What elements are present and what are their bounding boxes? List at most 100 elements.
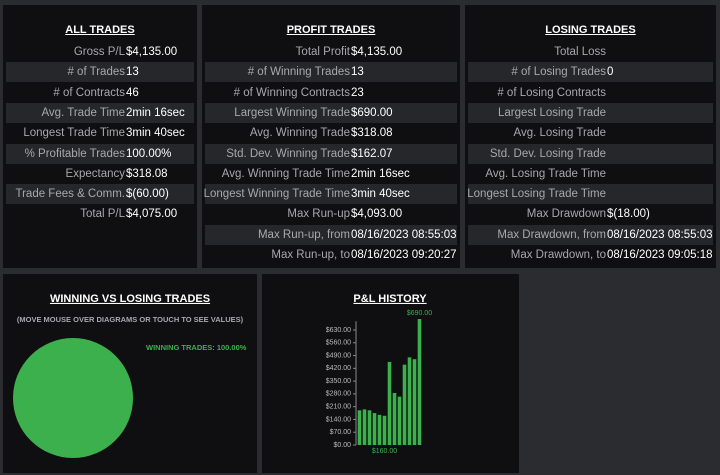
stat-row: Longest Winning Trade Time 3min 40sec [203, 184, 457, 205]
stat-row: Max Run-up, from 08/16/2023 08:55:03 [205, 224, 457, 245]
stat-row: Avg. Trade Time 2min 16sec [6, 102, 194, 123]
stat-label: # of Contracts [53, 86, 125, 99]
bar [397, 396, 402, 445]
stat-label: Max Run-up, to [271, 249, 350, 261]
stat-value: $318.08 [126, 167, 168, 180]
panel-title: LOSING TRADES [545, 24, 636, 36]
stat-label: Largest Winning Trade [234, 106, 350, 119]
stat-row: Avg. Losing Trade [468, 123, 713, 143]
stat-row: Total P/L $4,075.00 [6, 204, 194, 224]
stat-label: Longest Losing Trade Time [467, 188, 606, 201]
stat-value: 3min 40sec [351, 188, 410, 201]
panel-title: ALL TRADES [65, 24, 135, 36]
stat-label: Avg. Losing Trade Time [485, 167, 606, 180]
stat-label: # of Losing Trades [511, 66, 606, 79]
stat-row: Gross P/L $4,135.00 [6, 42, 194, 62]
stat-row: # of Winning Contracts 23 [205, 83, 457, 103]
stat-value: 0 [607, 66, 614, 79]
y-tick-label: $0.00 [333, 442, 351, 449]
stat-row: Max Run-up, to 08/16/2023 09:20:27 [205, 245, 457, 265]
bar-chart: P&L HISTORY $0.00 $70.00 $140.00 $210.00 $28… [326, 293, 433, 455]
stat-label: Max Run-up [287, 208, 350, 221]
stat-label: Max Drawdown, to [510, 249, 606, 261]
stat-label: Avg. Losing Trade [513, 127, 607, 140]
stat-label: % Profitable Trades [24, 147, 125, 160]
stat-row: # of Losing Trades 0 [468, 62, 713, 83]
stat-row: Std. Dev. Losing Trade [468, 143, 713, 164]
stat-label: Max Drawdown [526, 208, 606, 221]
stat-value: 08/16/2023 09:05:18 [607, 249, 713, 261]
y-tick-label: $280.00 [326, 391, 351, 398]
bar [367, 410, 372, 445]
panel: LOSING TRADES Total Loss # of Losing Trade… [465, 5, 716, 268]
stat-value: 13 [351, 66, 364, 79]
stat-label: Avg. Winning Trade Time [221, 167, 350, 180]
chart-subtitle: (MOVE MOUSE OVER DIAGRAMS OR TOUCH TO SE… [17, 315, 244, 324]
stat-row: Avg. Winning Trade Time 2min 16sec [205, 164, 457, 184]
stat-label: Std. Dev. Losing Trade [489, 147, 606, 160]
bar [417, 319, 422, 445]
stat-row: Expectancy $318.08 [6, 164, 194, 184]
stat-value: $162.07 [351, 147, 393, 160]
pie-label: WINNING TRADES: 100.00% [146, 343, 247, 352]
stat-row: Max Drawdown $(18.00) [468, 204, 713, 224]
stat-row: Largest Losing Trade [468, 102, 713, 123]
stat-value: $4,135.00 [126, 46, 178, 58]
stat-value: 08/16/2023 08:55:03 [607, 228, 713, 241]
bar-value-label: $690.00 [407, 310, 432, 317]
pie-slice [13, 338, 133, 458]
bar [412, 359, 417, 445]
bar [382, 415, 387, 445]
stat-value: 3min 40sec [126, 127, 185, 140]
stat-value: 23 [351, 86, 364, 99]
stat-value: $4,075.00 [126, 208, 178, 221]
y-tick-label: $490.00 [326, 352, 351, 359]
stat-label: Expectancy [65, 167, 125, 180]
stat-label: Avg. Trade Time [41, 106, 125, 119]
panel-title: PROFIT TRADES [286, 24, 376, 36]
bar [402, 364, 407, 445]
panel: P&L HISTORY $0.00 $70.00 $140.00 $210.00 $28… [262, 274, 519, 473]
chart-title: P&L HISTORY [353, 293, 427, 305]
stat-value: $4,135.00 [351, 46, 403, 58]
y-tick-label: $70.00 [330, 429, 352, 436]
stat-label: Avg. Winning Trade [249, 127, 350, 140]
stat-row: Std. Dev. Winning Trade $162.07 [205, 143, 457, 164]
bar [372, 413, 377, 445]
stat-row: # of Trades 13 [6, 62, 194, 83]
bar [362, 409, 367, 445]
stat-row: # of Losing Contracts [468, 83, 713, 103]
y-tick-label: $350.00 [326, 378, 351, 385]
bar [377, 414, 382, 445]
stat-value: 46 [126, 86, 139, 99]
stat-row: Longest Trade Time 3min 40sec [6, 123, 194, 143]
stat-value: $318.08 [351, 127, 393, 140]
stat-row: Total Profit $4,135.00 [205, 42, 457, 62]
stat-value: 08/16/2023 09:20:27 [351, 249, 457, 261]
stat-label: Longest Winning Trade Time [203, 188, 350, 201]
bar [357, 410, 362, 445]
stat-row: # of Winning Trades 13 [205, 62, 457, 83]
stat-label: Trade Fees & Comm. [15, 188, 126, 201]
stat-label: Total P/L [80, 208, 125, 221]
stat-label: # of Winning Contracts [233, 86, 350, 99]
y-tick-label: $140.00 [326, 416, 351, 423]
stat-value: 2min 16sec [126, 106, 185, 119]
stat-label: Total Profit [295, 46, 350, 58]
stat-row: Avg. Losing Trade Time [468, 164, 713, 184]
y-tick-label: $420.00 [326, 365, 351, 372]
stat-label: Max Run-up, from [257, 228, 350, 241]
stat-row: Max Drawdown, to 08/16/2023 09:05:18 [468, 245, 713, 265]
stat-label: Total Loss [554, 46, 606, 58]
panel: WINNING VS LOSING TRADES (MOVE MOUSE OVE… [3, 274, 257, 473]
stat-row: Trade Fees & Comm. $(60.00) [6, 184, 194, 205]
y-tick-label: $560.00 [326, 340, 351, 347]
panel: PROFIT TRADES Total Profit $4,135.00 # of W… [202, 5, 460, 268]
y-tick-label: $210.00 [326, 404, 351, 411]
stat-value: $4,093.00 [351, 208, 403, 221]
stat-row: Avg. Winning Trade $318.08 [205, 123, 457, 143]
stat-value: 2min 16sec [351, 167, 410, 180]
stat-label: Largest Losing Trade [497, 106, 606, 119]
stat-value: $(60.00) [126, 188, 169, 201]
